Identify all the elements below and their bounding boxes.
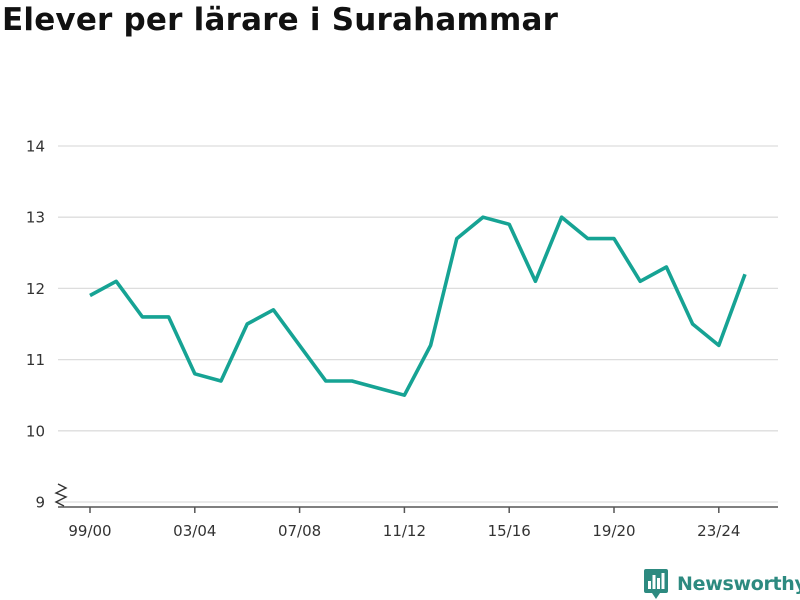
data-point-22-23: [689, 320, 697, 328]
series-layer: [86, 213, 749, 399]
x-tick-label-03-04: 03/04: [173, 522, 216, 540]
y-tick-label-12: 12: [26, 280, 45, 298]
y-tick-label-9: 9: [35, 494, 45, 512]
x-tick-label-15-16: 15/16: [488, 522, 531, 540]
x-tick-label-19-20: 19/20: [592, 522, 635, 540]
y-axis-tick-labels: 9 10 11 12 13 14: [26, 138, 45, 512]
chart-title: Elever per lärare i Surahammar: [2, 2, 559, 38]
data-point-03-04: [191, 370, 199, 378]
axes: [54, 483, 778, 513]
y-tick-label-10: 10: [26, 422, 45, 440]
y-axis-break-marker: [54, 483, 68, 507]
data-point-20-21: [636, 277, 644, 285]
gridlines: [58, 145, 778, 503]
data-point-00-01: [112, 277, 120, 285]
data-point-12-13: [427, 341, 435, 349]
data-point-19-20: [610, 235, 618, 243]
data-point-13-14: [453, 235, 461, 243]
x-axis-tick-labels: 99/00 03/04 07/08 11/12 15/16 19/20 23/24: [68, 522, 740, 540]
data-point-04-05: [217, 377, 225, 385]
bar-chart-speech-bubble-icon: [644, 569, 668, 599]
series-line: [89, 215, 747, 397]
x-tick-label-23-24: 23/24: [697, 522, 740, 540]
data-point-24-25: [741, 270, 749, 278]
x-tick-label-99-00: 99/00: [68, 522, 111, 540]
x-tick-label-07-08: 07/08: [278, 522, 321, 540]
data-point-10-11: [374, 384, 382, 392]
data-point-99-00: [86, 292, 94, 300]
data-point-11-12: [400, 391, 408, 399]
data-point-08-09: [322, 377, 330, 385]
y-tick-label-13: 13: [26, 209, 45, 227]
y-tick-label-14: 14: [26, 138, 45, 156]
data-point-21-22: [662, 263, 670, 271]
data-point-06-07: [269, 306, 277, 314]
data-point-14-15: [479, 213, 487, 221]
data-point-01-02: [138, 313, 146, 321]
data-point-15-16: [505, 220, 513, 228]
data-point-02-03: [165, 313, 173, 321]
newsworthy-brand: Newsworthy: [644, 569, 800, 599]
data-point-05-06: [243, 320, 251, 328]
data-point-09-10: [348, 377, 356, 385]
data-point-23-24: [715, 341, 723, 349]
data-point-17-18: [558, 213, 566, 221]
data-point-18-19: [584, 235, 592, 243]
data-point-16-17: [531, 277, 539, 285]
data-point-07-08: [296, 341, 304, 349]
y-tick-label-11: 11: [26, 351, 45, 369]
brand-name: Newsworthy: [677, 573, 800, 595]
x-tick-label-11-12: 11/12: [383, 522, 426, 540]
